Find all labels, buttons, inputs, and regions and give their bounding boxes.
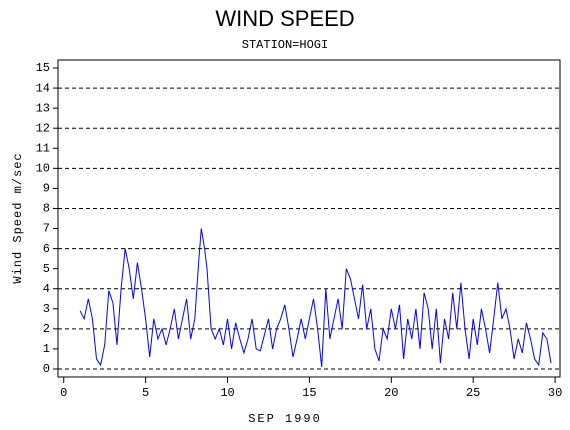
x-tick-label: 10 xyxy=(220,386,234,400)
y-tick-label: 15 xyxy=(36,61,50,75)
chart-subtitle: STATION=HOGI xyxy=(242,38,328,52)
y-tick-label: 3 xyxy=(43,302,50,316)
plot-frame xyxy=(57,59,561,378)
y-tick-label: 1 xyxy=(43,342,50,356)
y-tick-label: 10 xyxy=(36,162,50,176)
x-tick-label: 20 xyxy=(384,386,398,400)
y-tick-label: 0 xyxy=(43,362,50,376)
x-tick-label: 30 xyxy=(548,386,562,400)
data-line xyxy=(79,228,552,368)
y-tick-label: 9 xyxy=(43,182,50,196)
y-tick-label: 13 xyxy=(36,101,50,115)
chart-title: WIND SPEED xyxy=(215,6,354,31)
x-tick-label: 15 xyxy=(302,386,316,400)
x-tick-label: 25 xyxy=(466,386,480,400)
y-tick-label: 12 xyxy=(36,121,50,135)
x-axis-label: SEP 1990 xyxy=(248,412,322,426)
y-tick-label: 2 xyxy=(43,322,50,336)
y-tick-label: 7 xyxy=(43,222,50,236)
y-tick-label: 6 xyxy=(43,242,50,256)
y-tick-label: 5 xyxy=(43,262,50,276)
y-tick-label: 14 xyxy=(36,81,50,95)
y-axis-label: Wind Speed m/sec xyxy=(11,152,25,283)
y-tick-label: 11 xyxy=(36,141,50,155)
x-tick-label: 0 xyxy=(60,386,67,400)
y-tick-label: 4 xyxy=(43,282,50,296)
x-tick-label: 5 xyxy=(142,386,149,400)
y-tick-label: 8 xyxy=(43,202,50,216)
